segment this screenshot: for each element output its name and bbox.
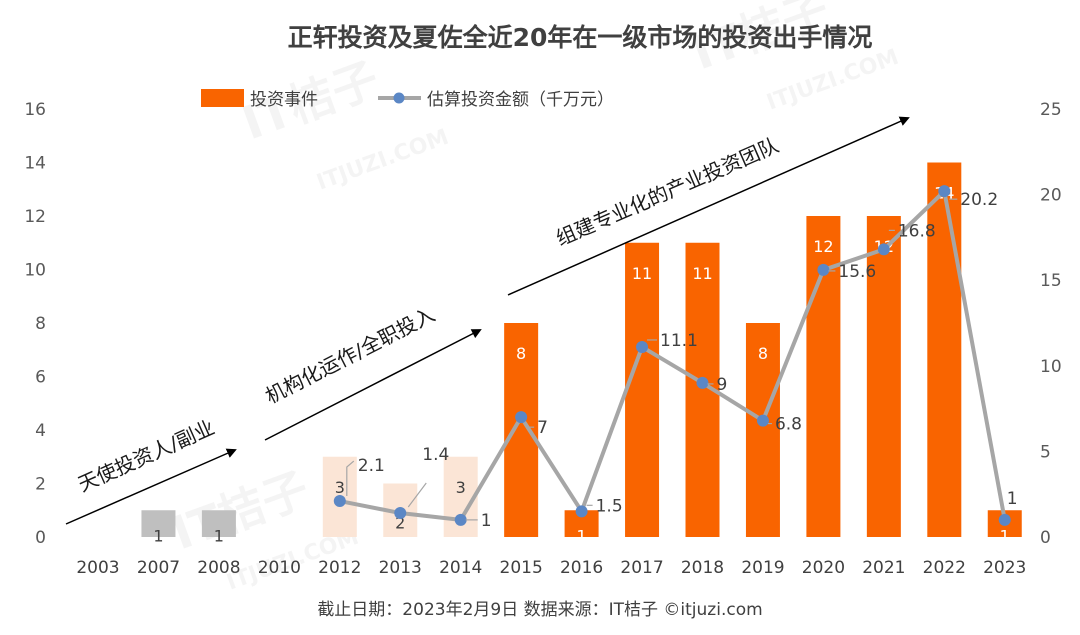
phase-arrow-1	[65, 448, 237, 525]
y-left-tick-label: 16	[24, 100, 46, 120]
line-value-label: 6.8	[775, 415, 802, 435]
line-point	[998, 513, 1011, 526]
line-value-label: 20.2	[960, 190, 998, 210]
line-point	[575, 505, 588, 518]
watermark-url-text: ITJUZI.COM	[764, 45, 903, 116]
x-axis: 2003 2007 2008 2010 2012 2013 2014 2015 2016 2017…	[76, 558, 1026, 578]
phase-label-1: 天使投资人/副业	[74, 415, 218, 497]
line-point	[817, 263, 830, 276]
watermark-url-text: ITJUZI.COM	[314, 125, 453, 196]
line-value-label: 1.5	[596, 496, 623, 516]
bar	[866, 216, 901, 537]
x-tick-label: 2014	[439, 558, 482, 578]
y-axis-left: 0 2 4 6 8 10 12 14 16	[24, 100, 46, 548]
x-tick-label: 2019	[741, 558, 784, 578]
label-leader	[346, 460, 355, 497]
bar	[504, 323, 539, 537]
bar	[927, 162, 962, 537]
line-value-label: 11.1	[660, 331, 698, 351]
bar	[745, 323, 780, 537]
y-right-tick-label: 0	[1040, 528, 1051, 548]
x-tick-label: 2018	[681, 558, 724, 578]
phase-arrow-3	[507, 116, 910, 296]
y-left-tick-label: 6	[35, 368, 46, 388]
x-tick-label: 2023	[983, 558, 1026, 578]
chart-title: 正轩投资及夏佐全近20年在一级市场的投资出手情况	[288, 23, 873, 52]
y-right-tick-label: 25	[1040, 100, 1062, 120]
watermark-logo-text: IT桔子	[165, 462, 315, 561]
y-left-tick-label: 4	[35, 421, 46, 441]
x-tick-label: 2017	[620, 558, 663, 578]
phase-label-3: 组建专业化的产业投资团队	[552, 133, 782, 251]
y-left-tick-label: 10	[24, 261, 46, 281]
bar-value-label: 3	[335, 478, 345, 497]
y-right-tick-label: 15	[1040, 271, 1062, 291]
legend: 投资事件 估算投资金额（千万元）	[201, 89, 614, 110]
footer-source: 截止日期：2023年2月9日 数据来源：IT桔子 ©itjuzi.com	[317, 600, 762, 620]
line-point	[696, 376, 709, 389]
line-point	[394, 507, 407, 520]
line-point	[756, 414, 769, 427]
line-value-label: 7	[537, 418, 548, 438]
bar-value-label: 8	[758, 344, 768, 363]
y-right-tick-label: 10	[1040, 357, 1062, 377]
bar-value-label: 11	[692, 264, 712, 283]
phase-arrow-2	[264, 329, 482, 441]
line-value-label: 16.8	[898, 221, 936, 241]
line-value-label: 1.4	[422, 445, 449, 465]
line-value-label: 9	[717, 375, 728, 395]
line-point	[333, 495, 346, 508]
series-line	[339, 189, 1007, 522]
bar-value-label: 2	[395, 513, 405, 532]
x-tick-label: 2013	[379, 558, 422, 578]
bar-value-label: 1	[153, 527, 163, 546]
y-left-tick-label: 8	[35, 314, 46, 334]
bar-value-label: 1	[214, 527, 224, 546]
x-tick-label: 2022	[923, 558, 966, 578]
line-point	[877, 243, 890, 256]
legend-label-line: 估算投资金额（千万元）	[427, 90, 614, 110]
x-tick-label: 2008	[197, 558, 240, 578]
y-right-tick-label: 20	[1040, 186, 1062, 206]
bar	[141, 510, 176, 537]
legend-swatch-marker	[393, 92, 405, 104]
y-left-tick-label: 0	[35, 528, 46, 548]
line-point	[636, 340, 649, 353]
y-axis-right: 0 5 10 15 20 25	[1040, 100, 1062, 548]
bar-value-label: 1	[1000, 527, 1010, 546]
line-value-label: 15.6	[838, 262, 876, 282]
bar-value-label: 8	[516, 344, 526, 363]
bar	[625, 242, 660, 537]
y-left-tick-label: 2	[35, 475, 46, 495]
bar-value-label: 3	[456, 478, 466, 497]
y-left-tick-label: 12	[24, 207, 46, 227]
bar-value-label: 11	[632, 264, 652, 283]
line-point	[938, 185, 951, 198]
line-series: 2.1 1.4 1 7 1.5 11.1 9 6.8 15.6 16.8 20.2 1	[333, 185, 1018, 531]
legend-label-bar: 投资事件	[250, 90, 318, 110]
line-value-label: 2.1	[358, 456, 385, 476]
line-value-label: 1	[481, 511, 492, 531]
label-leader	[407, 482, 427, 508]
x-tick-label: 2021	[862, 558, 905, 578]
y-left-tick-label: 14	[24, 154, 46, 174]
y-right-tick-label: 5	[1040, 442, 1051, 462]
x-tick-label: 2010	[258, 558, 301, 578]
x-tick-label: 2020	[802, 558, 845, 578]
phase-label-2: 机构化运作/全职投入	[261, 302, 438, 408]
bar-value-label: 12	[813, 237, 833, 256]
bar	[201, 510, 236, 537]
x-tick-label: 2012	[318, 558, 361, 578]
x-tick-label: 2007	[137, 558, 180, 578]
line-value-label: 1	[1007, 489, 1018, 509]
line-point	[515, 411, 528, 424]
line-point	[454, 513, 467, 526]
x-tick-label: 2016	[560, 558, 603, 578]
x-tick-label: 2015	[500, 558, 543, 578]
phase-annotations: 天使投资人/副业 机构化运作/全职投入 组建专业化的产业投资团队	[65, 116, 910, 525]
bar-value-label: 1	[577, 527, 587, 546]
legend-swatch-bar	[201, 89, 244, 107]
x-tick-label: 2003	[76, 558, 119, 578]
